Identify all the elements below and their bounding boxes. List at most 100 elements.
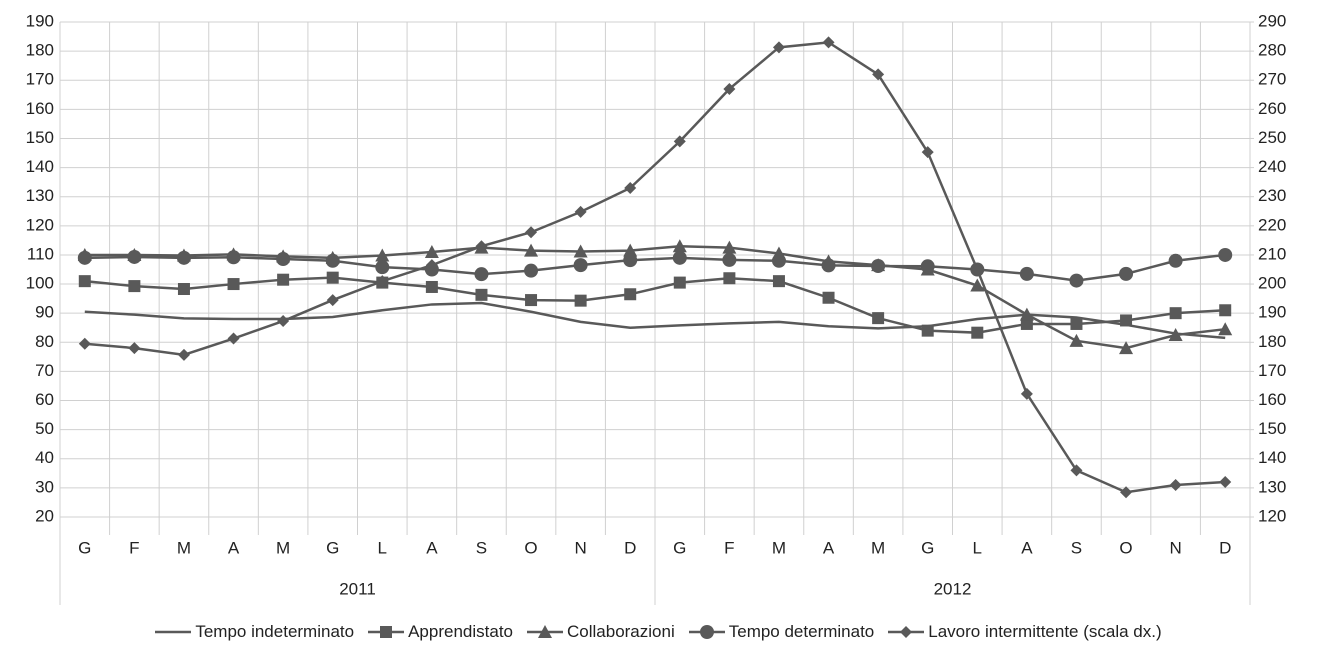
series-line (84, 244, 1226, 350)
marker (971, 326, 984, 339)
marker (1070, 317, 1083, 330)
marker (177, 283, 190, 296)
marker (380, 626, 393, 638)
legend-icon (888, 626, 925, 638)
x-tick-label: G (78, 538, 91, 557)
y-tick-label: 110 (27, 244, 54, 263)
marker (1120, 486, 1133, 499)
marker (771, 253, 786, 268)
marker (1168, 253, 1183, 268)
legend-item: Tempo indeterminato (155, 622, 354, 642)
marker (276, 252, 291, 267)
y2-tick-label: 250 (1258, 128, 1286, 147)
x-tick-label: N (1169, 538, 1181, 557)
marker (574, 294, 587, 307)
y2-tick-label: 290 (1258, 11, 1286, 30)
legend-item: Apprendistato (368, 622, 513, 642)
y-tick-label: 30 (35, 477, 54, 496)
marker (574, 205, 587, 218)
marker (475, 288, 488, 301)
y-tick-label: 60 (35, 390, 54, 409)
y2-tick-label: 200 (1258, 274, 1286, 293)
legend-item: Lavoro intermittente (scala dx.) (888, 622, 1162, 642)
y-tick-label: 140 (26, 157, 54, 176)
marker (425, 259, 438, 272)
marker (673, 135, 686, 148)
marker (376, 275, 389, 288)
x-tick-label: M (276, 538, 290, 557)
chart: 20 30 40 50 60 70 80 90 100 110 120 130 140 150 160 170… (26, 11, 1286, 605)
y2-tick-label: 150 (1258, 419, 1286, 438)
y-tick-label: 190 (26, 11, 54, 30)
marker (1070, 464, 1083, 477)
x-tick-label: O (1119, 538, 1132, 557)
marker (1169, 478, 1182, 491)
y2-tick-label: 170 (1258, 361, 1286, 380)
marker (921, 324, 934, 337)
y2-tick-label: 280 (1258, 41, 1286, 60)
marker (1020, 317, 1033, 330)
legend-label: Lavoro intermittente (scala dx.) (928, 622, 1162, 641)
x-tick-label: G (326, 538, 339, 557)
x-tick-label: M (177, 538, 191, 557)
marker (871, 259, 886, 274)
marker (1069, 273, 1084, 288)
marker (821, 258, 836, 273)
marker (822, 36, 835, 49)
marker (673, 276, 686, 289)
marker (1219, 476, 1232, 489)
y2-tick-label: 180 (1258, 332, 1286, 351)
legend: Tempo indeterminato Apprendistato Collabor… (0, 622, 1317, 642)
marker (524, 263, 539, 278)
x-tick-label: G (921, 538, 934, 557)
y-tick-label: 160 (26, 99, 54, 118)
marker (1020, 387, 1033, 400)
marker (573, 258, 588, 273)
marker (1168, 328, 1183, 342)
marker (525, 294, 538, 307)
marker (1219, 304, 1232, 317)
x-tick-label: G (673, 538, 686, 557)
x-tick-label: A (823, 538, 835, 557)
marker (623, 253, 638, 268)
y-tick-label: 100 (26, 274, 54, 293)
marker (900, 626, 913, 638)
legend-icon (688, 625, 725, 639)
x-tick-label: D (624, 538, 636, 557)
marker (474, 267, 489, 282)
marker (127, 249, 142, 264)
marker (921, 146, 934, 159)
marker (971, 263, 984, 276)
y-tick-label: 50 (35, 419, 54, 438)
marker (525, 226, 538, 239)
marker (128, 342, 141, 355)
y-tick-label: 80 (35, 332, 54, 351)
series-line (84, 41, 1226, 494)
series-line (84, 276, 1226, 334)
marker (538, 625, 552, 638)
y2-tick-label: 120 (1258, 506, 1286, 525)
y-tick-label: 180 (26, 41, 54, 60)
marker (1019, 307, 1034, 321)
marker (672, 250, 687, 265)
legend-icon (155, 630, 192, 634)
marker (226, 250, 241, 265)
legend-icon (368, 626, 405, 638)
marker (325, 253, 340, 268)
y2-tick-label: 190 (1258, 303, 1286, 322)
legend-label: Collaborazioni (567, 622, 675, 641)
marker (1218, 247, 1233, 262)
marker (1119, 266, 1134, 281)
y2-tick-label: 140 (1258, 448, 1286, 467)
x-tick-label: S (476, 538, 487, 557)
x-tick-label: L (973, 538, 982, 557)
marker (970, 278, 985, 292)
legend-icon (527, 625, 563, 638)
legend-item: Tempo determinato (688, 622, 874, 642)
marker (623, 243, 638, 257)
marker (624, 181, 637, 194)
marker (326, 271, 339, 284)
marker (176, 250, 191, 265)
marker (624, 288, 637, 301)
